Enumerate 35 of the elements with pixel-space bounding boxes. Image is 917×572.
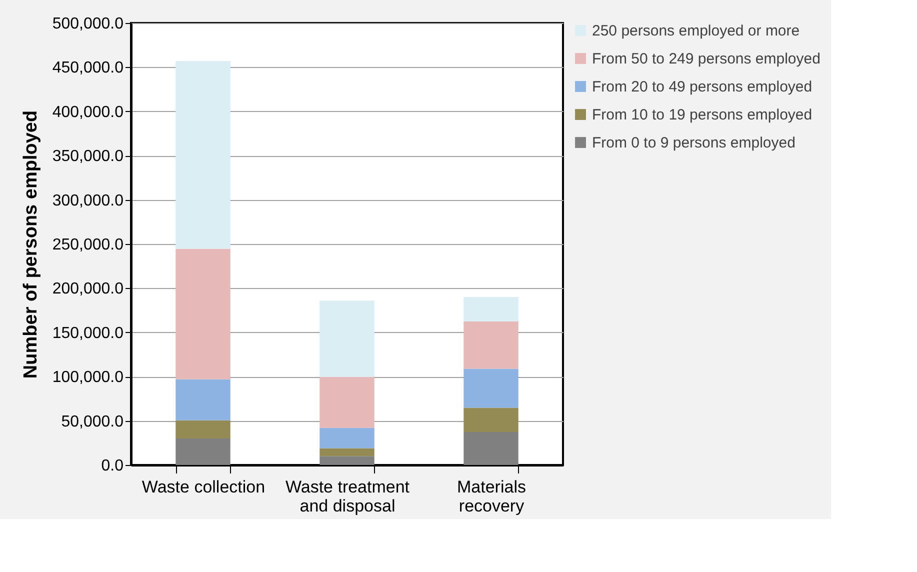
y-tick-label: 200,000.0 [52,280,124,298]
y-tick-label: 100,000.0 [52,369,124,386]
bar [176,379,230,420]
y-tick-label: 400,000.0 [52,104,124,121]
y-tick-label: 500,000.0 [52,16,124,32]
bar [464,432,518,465]
bar [176,438,230,465]
legend-label: 250 persons employed or more [592,22,800,40]
bar [320,448,374,456]
x-tick-label: Waste collection [142,478,266,496]
bar [320,300,374,378]
bar [176,248,230,380]
bar [464,321,518,369]
y-tick-label: 250,000.0 [52,236,124,254]
bar [320,377,374,428]
bar [464,297,518,322]
bar [320,456,374,465]
legend-label: From 0 to 9 persons employed [592,134,796,152]
bar [176,420,230,438]
y-tick-label: 300,000.0 [52,192,124,210]
y-axis-title: Number of persons employed [20,110,42,379]
bar [320,428,374,448]
x-tick-label: Materials recovery [457,478,526,516]
bar [464,408,518,432]
legend-label: From 10 to 19 persons employed [592,106,812,124]
bar [176,61,230,249]
y-tick-label: 0.0 [101,458,124,474]
legend-label: From 50 to 249 persons employed [592,50,820,68]
legend-label: From 20 to 49 persons employed [592,78,812,96]
bar [464,368,518,408]
y-tick-label: 150,000.0 [52,324,124,342]
y-tick-label: 50,000.0 [61,413,124,430]
y-tick-label: 450,000.0 [52,60,124,77]
y-tick-label: 350,000.0 [52,148,124,166]
x-tick-label: Waste treatment and disposal [285,478,410,516]
